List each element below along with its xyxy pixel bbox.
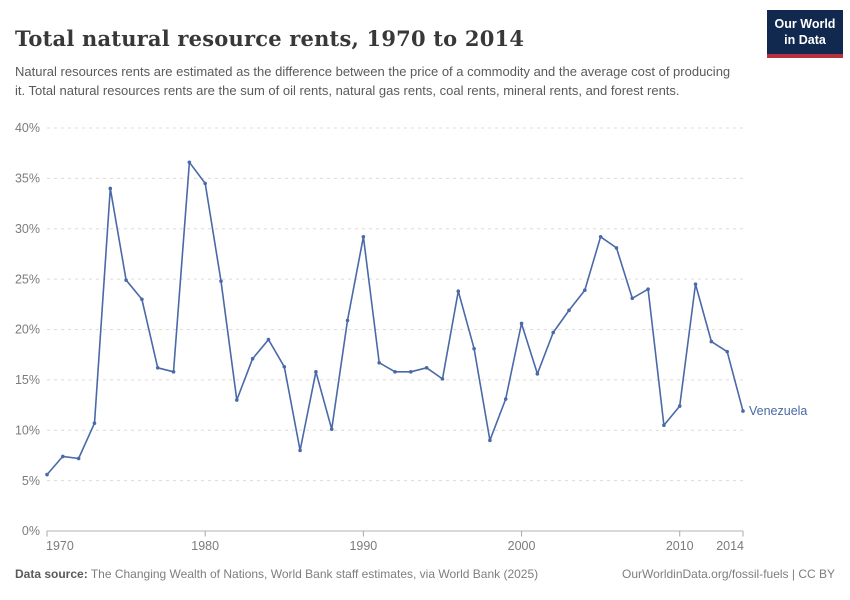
data-point[interactable] — [345, 318, 350, 323]
x-tick-label: 1990 — [349, 539, 377, 553]
data-point[interactable] — [61, 454, 65, 459]
data-point[interactable] — [709, 339, 714, 344]
y-tick-label: 30% — [15, 222, 40, 236]
datasource-note: Data source: The Changing Wealth of Nati… — [15, 567, 538, 581]
data-point[interactable] — [187, 160, 192, 165]
y-tick-label: 5% — [22, 474, 40, 488]
data-point[interactable] — [614, 246, 619, 250]
data-point[interactable] — [108, 186, 113, 191]
data-point[interactable] — [171, 370, 176, 374]
data-point[interactable] — [298, 448, 302, 453]
data-point[interactable] — [140, 297, 144, 302]
data-point[interactable] — [567, 308, 571, 313]
datasource-label: Data source: — [15, 567, 88, 581]
x-tick-label: 2000 — [508, 539, 536, 553]
page-title: Total natural resource rents, 1970 to 20… — [15, 26, 525, 52]
footer: Data source: The Changing Wealth of Nati… — [15, 567, 835, 581]
data-point[interactable] — [409, 370, 413, 374]
data-point[interactable] — [76, 456, 81, 461]
y-tick-label: 10% — [15, 423, 40, 437]
data-point[interactable] — [598, 235, 603, 239]
owid-logo-line2: in Data — [784, 32, 826, 47]
attribution-link[interactable]: OurWorldinData.org/fossil-fuels | CC BY — [622, 567, 835, 581]
y-tick-label: 0% — [22, 524, 40, 538]
data-point[interactable] — [377, 360, 381, 365]
data-point[interactable] — [92, 421, 97, 425]
data-point[interactable] — [630, 296, 635, 301]
owid-logo-line1: Our World — [774, 17, 836, 31]
page-subtitle: Natural resources rents are estimated as… — [15, 64, 731, 98]
data-point[interactable] — [203, 181, 207, 186]
data-point[interactable] — [329, 427, 334, 432]
data-point[interactable] — [440, 377, 445, 381]
entity-label[interactable]: Venezuela — [749, 404, 807, 418]
data-point[interactable] — [646, 287, 650, 292]
owid-logo[interactable]: Our World in Data — [767, 10, 843, 59]
x-tick-label: 2010 — [666, 539, 694, 553]
data-point[interactable] — [725, 349, 729, 354]
data-point[interactable] — [519, 321, 524, 326]
data-point[interactable] — [250, 356, 255, 361]
data-point[interactable] — [124, 278, 128, 282]
data-point[interactable] — [741, 409, 745, 413]
y-tick-label: 40% — [15, 121, 40, 135]
data-point[interactable] — [314, 370, 318, 374]
data-point[interactable] — [424, 365, 429, 370]
data-point[interactable] — [235, 398, 239, 402]
data-point[interactable] — [282, 364, 287, 369]
x-tick-label: 2014 — [716, 539, 744, 553]
x-tick-label: 1980 — [191, 539, 219, 553]
data-point[interactable] — [155, 365, 160, 370]
data-point[interactable] — [393, 370, 397, 374]
data-point[interactable] — [45, 472, 49, 477]
data-point[interactable] — [551, 330, 555, 335]
y-tick-label: 25% — [15, 272, 40, 286]
data-point[interactable] — [361, 235, 366, 239]
data-point[interactable] — [456, 289, 461, 294]
data-point[interactable] — [266, 337, 271, 342]
y-tick-label: 20% — [15, 323, 40, 337]
data-point[interactable] — [693, 282, 698, 286]
series-line-venezuela[interactable] — [46, 161, 744, 476]
data-point[interactable] — [662, 423, 666, 428]
x-tick-label: 1970 — [46, 539, 74, 553]
data-point[interactable] — [219, 279, 223, 283]
data-point[interactable] — [535, 372, 540, 376]
data-point[interactable] — [488, 438, 492, 443]
data-point[interactable] — [503, 397, 508, 401]
y-tick-label: 15% — [15, 373, 40, 387]
data-point[interactable] — [677, 404, 682, 408]
y-tick-label: 35% — [15, 172, 40, 186]
data-point[interactable] — [583, 288, 587, 293]
datasource-text: The Changing Wealth of Nations, World Ba… — [87, 567, 539, 581]
data-point[interactable] — [472, 346, 476, 351]
